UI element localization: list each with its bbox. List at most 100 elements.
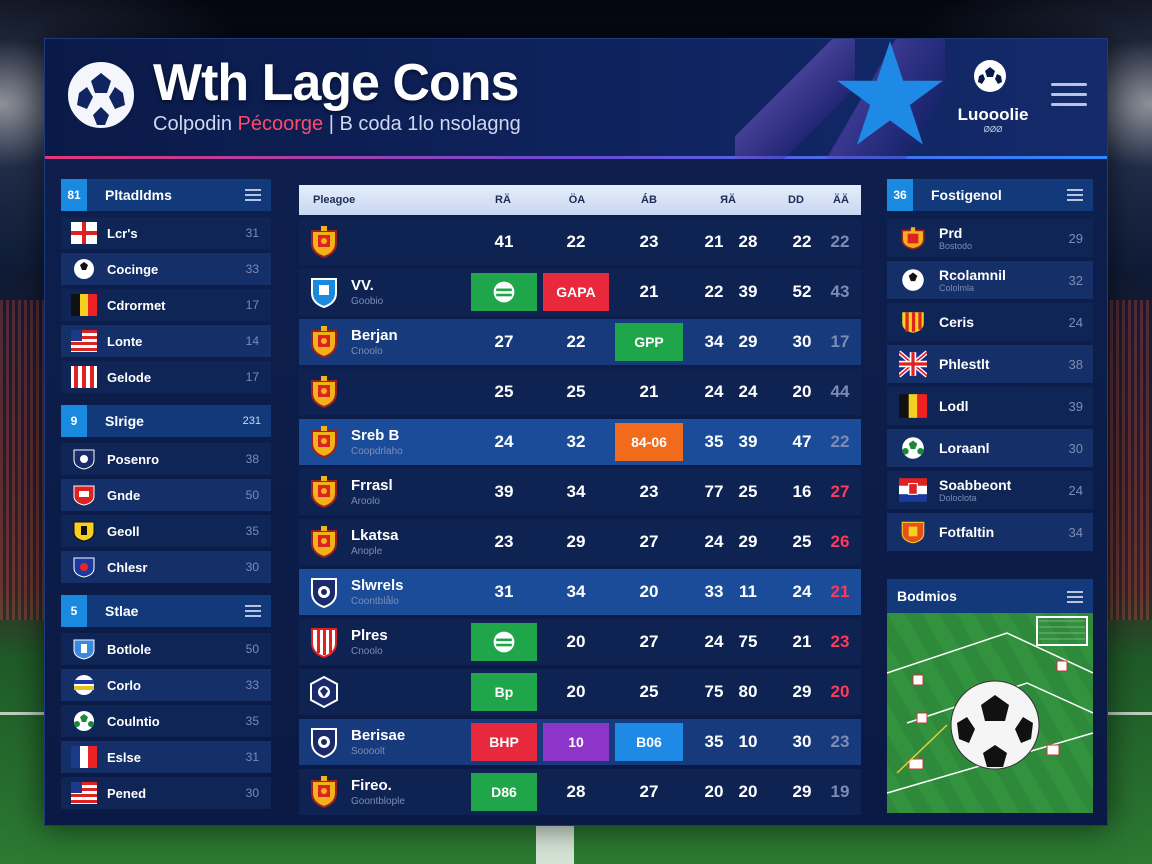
- right-item-text: Rcolamnil Cololmla: [939, 267, 1006, 293]
- team-subtitle: Goobio: [351, 296, 384, 307]
- table-row[interactable]: Berisae Soooolt BHP 10 B06 35 10 30 23: [299, 719, 861, 765]
- sidebar-item[interactable]: Eslse 31: [61, 741, 271, 773]
- right-list-item[interactable]: Rcolamnil Cololmla 32: [887, 261, 1093, 299]
- sidebar-item[interactable]: Posenro 38: [61, 443, 271, 475]
- stat-cell: 47: [792, 432, 812, 451]
- team-subtitle: Soooolt: [351, 746, 385, 757]
- section-number: 81: [61, 179, 87, 211]
- section-label: Fostigenol: [931, 187, 1002, 203]
- table-row[interactable]: VV. Goobio GAPA 21 22 39 52 43: [299, 269, 861, 315]
- sidebar-item[interactable]: Pened 30: [61, 777, 271, 809]
- right-list-item[interactable]: Soabbeont Doloclota 24: [887, 471, 1093, 509]
- stat-chip[interactable]: [471, 623, 537, 661]
- sidebar-item[interactable]: Gnde 50: [61, 479, 271, 511]
- stat-chip[interactable]: D86: [471, 773, 537, 811]
- sidebar-item[interactable]: Botlole 50: [61, 633, 271, 665]
- section-menu-icon[interactable]: [1067, 189, 1083, 204]
- sidebar-item[interactable]: Lonte 14: [61, 325, 271, 357]
- mini-map-title: Bodmios: [897, 588, 957, 604]
- sidebar-item[interactable]: Gelode 17: [61, 361, 271, 393]
- brand-ball-icon: [974, 60, 1006, 92]
- chip-circle-icon: [493, 631, 515, 653]
- right-list-item[interactable]: Ceris 24: [887, 303, 1093, 341]
- right-item-value: 29: [1068, 230, 1083, 246]
- sidebar-item-label: Cdrormet: [107, 297, 166, 313]
- sidebar-item[interactable]: Corlo 33: [61, 669, 271, 701]
- stat-cell: 28: [738, 232, 758, 251]
- team-name: Fireo.: [351, 777, 392, 794]
- brand-name: Luooolie: [957, 105, 1029, 124]
- stat-chip[interactable]: GPP: [615, 323, 683, 361]
- sidebar-item-value: 17: [245, 370, 259, 384]
- right-list-item[interactable]: Lodl 39: [887, 387, 1093, 425]
- stat-cell: 17: [830, 332, 850, 351]
- team-subtitle: Coopdrlaho: [351, 446, 403, 457]
- table-row[interactable]: 41 22 23 21 28 22 22: [299, 219, 861, 265]
- sidebar-item[interactable]: Lcr's 31: [61, 217, 271, 249]
- right-item-text: Soabbeont Doloclota: [939, 477, 1011, 503]
- hamburger-menu-icon[interactable]: [1051, 83, 1087, 109]
- team-crest-icon: [309, 425, 339, 459]
- stat-cell: 21: [704, 232, 724, 251]
- pitch-preview[interactable]: [887, 613, 1093, 813]
- mini-map-menu-icon[interactable]: [1067, 591, 1083, 606]
- right-list-item[interactable]: Fotfaltin 34: [887, 513, 1093, 551]
- team-flag-icon: [899, 475, 927, 505]
- league-panel: Wth Lage Cons Colpodin Pécoorge | B coda…: [44, 38, 1108, 826]
- sidebar-item-value: 35: [245, 524, 259, 538]
- right-section-header[interactable]: 36 Fostigenol: [887, 179, 1093, 211]
- right-item-label: Soabbeont: [939, 477, 1012, 493]
- team-name-cell: [351, 391, 469, 393]
- team-flag-icon: [899, 433, 927, 463]
- team-name-cell: Lkatsa Anople: [351, 527, 469, 557]
- stat-cell: 39: [738, 432, 758, 451]
- section-menu-icon[interactable]: [245, 605, 261, 620]
- team-crest-icon: [309, 525, 339, 559]
- sidebar-item-value: 17: [245, 298, 259, 312]
- table-row[interactable]: Plres Cnoolo 20 27 24 75 21 23: [299, 619, 861, 665]
- sidebar-item[interactable]: Cdrormet 17: [61, 289, 271, 321]
- right-item-sub: Cololmla: [939, 283, 975, 293]
- stat-cell: 30: [792, 732, 812, 751]
- stat-chip[interactable]: 10: [543, 723, 609, 761]
- stat-chip[interactable]: GAPA: [543, 273, 609, 311]
- section-menu-icon[interactable]: [245, 189, 261, 204]
- table-row[interactable]: Bp 20 25 75 80 29 20: [299, 669, 861, 715]
- stat-chip[interactable]: Bp: [471, 673, 537, 711]
- right-item-value: 32: [1068, 272, 1083, 288]
- team-subtitle: Aroolo: [351, 496, 380, 507]
- sidebar-section-header[interactable]: 9 Slrige 231: [61, 405, 271, 437]
- right-list-item[interactable]: Prd Bostodo 29: [887, 219, 1093, 257]
- table-row[interactable]: Slwrels Coontblålo 31 34 20 33 11 24 21: [299, 569, 861, 615]
- sidebar-item[interactable]: Cocinge 33: [61, 253, 271, 285]
- sidebar-item[interactable]: Coulntio 35: [61, 705, 271, 737]
- sidebar-item[interactable]: Geoll 35: [61, 515, 271, 547]
- sidebar-item-label: Posenro: [107, 451, 160, 467]
- table-row[interactable]: Berjan Cnoolo 27 22 GPP 34 29 30 17: [299, 319, 861, 365]
- stat-chip[interactable]: BHP: [471, 723, 537, 761]
- table-row[interactable]: 25 25 21 24 24 20 44: [299, 369, 861, 415]
- table-header: Pleagoe RÄ ÖA ÁB ЯÄ DD ÄÄ: [299, 185, 861, 215]
- stat-cell: 21: [830, 582, 850, 601]
- right-list-item[interactable]: Phlestlt 38: [887, 345, 1093, 383]
- sidebar-item[interactable]: Chlesr 30: [61, 551, 271, 583]
- sidebar-item-value: 38: [245, 452, 259, 466]
- stat-cell: 29: [566, 532, 586, 551]
- table-row[interactable]: Fireo. Goontblople D86 28 27 20 20 29 19: [299, 769, 861, 815]
- team-flag-icon: [71, 782, 97, 804]
- section-spacer: [61, 397, 271, 405]
- table-row[interactable]: Frrasl Aroolo 39 34 23 77 25 16 27: [299, 469, 861, 515]
- stat-cell: 44: [830, 382, 850, 401]
- right-item-sub: Doloclota: [939, 493, 977, 503]
- team-flag-icon: [899, 391, 927, 421]
- sidebar-section-header[interactable]: 81 Pltadldms: [61, 179, 271, 211]
- stat-chip[interactable]: B06: [615, 723, 683, 761]
- sidebar-section-header[interactable]: 5 Stlae: [61, 595, 271, 627]
- right-list-item[interactable]: Loraanl 30: [887, 429, 1093, 467]
- team-name-cell: Sreb B Coopdrlaho: [351, 427, 469, 457]
- table-row[interactable]: Lkatsa Anople 23 29 27 24 29 25 26: [299, 519, 861, 565]
- table-row[interactable]: Sreb B Coopdrlaho 24 32 84-06 35 39 47 22: [299, 419, 861, 465]
- team-flag-icon: [71, 258, 97, 280]
- stat-chip[interactable]: [471, 273, 537, 311]
- stat-chip[interactable]: 84-06: [615, 423, 683, 461]
